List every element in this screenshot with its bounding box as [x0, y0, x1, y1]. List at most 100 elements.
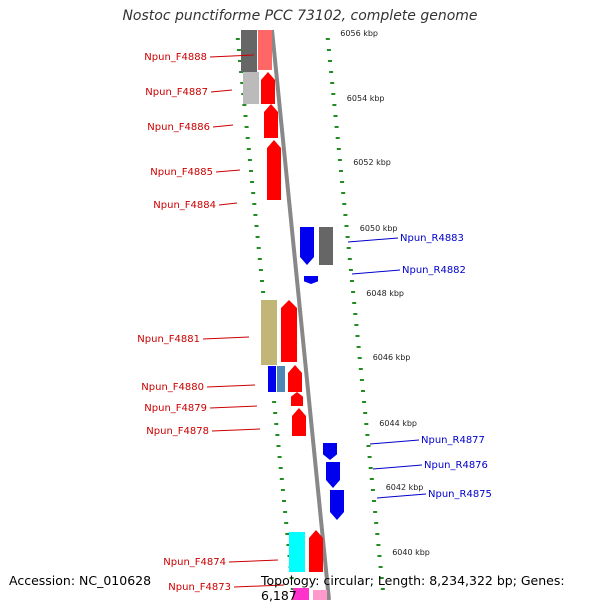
gene-block: [277, 366, 285, 392]
right-tick: [366, 445, 371, 447]
forward-callout-line: [212, 124, 234, 128]
right-tick: [337, 159, 342, 161]
kbp-label: 6042 kbp: [386, 483, 424, 492]
left-tick: [235, 38, 240, 40]
right-tick: [369, 478, 374, 480]
reverse-callout-line: [369, 439, 420, 445]
gene-block: [319, 227, 333, 265]
reverse-callout-line: [347, 237, 399, 243]
forward-callout-line: [218, 202, 238, 206]
forward-gene-label: Npun_F4879: [144, 403, 207, 414]
right-tick: [335, 137, 340, 139]
left-tick: [280, 489, 285, 491]
gene-arrow: [300, 227, 314, 265]
kbp-label: 6040 kbp: [392, 548, 430, 557]
gene-features: [241, 30, 344, 600]
left-tick: [282, 500, 286, 502]
left-tick: [245, 137, 250, 139]
left-tick: [261, 291, 266, 293]
left-tick: [284, 522, 289, 524]
left-tick: [255, 236, 260, 238]
right-tick: [364, 423, 369, 425]
reverse-gene-label: Npun_R4876: [424, 460, 488, 471]
right-tick: [368, 467, 373, 469]
right-tick: [379, 577, 384, 579]
forward-gene-label: Npun_F4888: [144, 52, 207, 63]
kbp-label: 6050 kbp: [360, 224, 398, 233]
left-tick: [258, 269, 263, 271]
left-tick: [274, 423, 279, 425]
gene-arrow: [330, 490, 344, 520]
tick-marks: [235, 38, 385, 590]
forward-callout-line: [202, 336, 250, 340]
right-tick: [355, 335, 360, 337]
gene-arrow: [288, 365, 302, 392]
right-tick: [351, 291, 356, 293]
gene-arrow: [281, 300, 297, 362]
gene-block: [261, 300, 277, 365]
left-tick: [278, 467, 283, 469]
right-tick: [374, 522, 379, 524]
kbp-label: 6048 kbp: [366, 289, 404, 298]
left-tick: [251, 192, 256, 194]
left-tick: [275, 434, 280, 436]
kbp-label: 6046 kbp: [373, 353, 411, 362]
kbp-label: 6052 kbp: [353, 158, 391, 167]
left-tick: [242, 104, 247, 106]
forward-gene-label: Npun_F4887: [145, 87, 208, 98]
left-tick: [252, 203, 257, 205]
left-tick: [257, 258, 262, 260]
right-tick: [375, 533, 380, 535]
right-tick: [378, 566, 383, 568]
genome-backbone: [270, 29, 331, 600]
right-tick: [365, 434, 370, 436]
left-tick: [283, 511, 288, 513]
gene-arrow: [326, 462, 340, 488]
left-tick: [247, 159, 252, 161]
gene-block: [313, 590, 327, 600]
forward-callout-line: [210, 89, 233, 93]
left-tick: [250, 181, 255, 183]
right-tick: [330, 82, 335, 84]
right-tick: [361, 390, 365, 392]
kbp-labels: 6056 kbp 6054 kbp 6052 kbp 6050 kbp 6048 kbp…: [340, 29, 430, 557]
kbp-label: 6056 kbp: [340, 29, 378, 38]
forward-gene-label: Npun_F4878: [146, 426, 209, 437]
gene-arrow: [264, 104, 278, 138]
right-tick: [372, 500, 376, 502]
reverse-callout-line: [372, 464, 423, 470]
reverse-gene-label: Npun_R4875: [428, 489, 492, 500]
left-tick: [246, 148, 251, 150]
right-tick: [332, 104, 337, 106]
kbp-label: 6044 kbp: [379, 419, 417, 428]
gene-block: [243, 72, 259, 104]
right-tick: [347, 258, 352, 260]
right-tick: [346, 247, 351, 249]
right-tick: [348, 269, 353, 271]
left-tick: [285, 533, 290, 535]
right-tick: [344, 225, 349, 227]
reverse-gene-label: Npun_R4882: [402, 265, 466, 276]
reverse-gene-label: Npun_R4883: [400, 233, 464, 244]
left-tick: [249, 170, 253, 172]
forward-callout-line: [209, 54, 255, 58]
reverse-callout-line: [351, 269, 401, 275]
right-tick: [359, 379, 364, 381]
forward-callout-line: [233, 584, 285, 588]
left-tick: [238, 60, 242, 62]
left-tick: [276, 445, 281, 447]
left-tick: [277, 456, 282, 458]
right-tick: [345, 236, 350, 238]
gene-arrow: [291, 392, 303, 406]
right-tick: [340, 181, 345, 183]
left-tick: [272, 401, 277, 403]
right-tick: [356, 346, 361, 348]
right-tick: [343, 214, 348, 216]
forward-callout-line: [209, 405, 258, 409]
gene-arrow: [267, 140, 281, 200]
gene-arrow: [292, 408, 306, 436]
gene-block: [268, 366, 276, 392]
forward-gene-label: Npun_F4881: [137, 334, 200, 345]
left-tick: [253, 214, 258, 216]
right-tick: [334, 126, 339, 128]
